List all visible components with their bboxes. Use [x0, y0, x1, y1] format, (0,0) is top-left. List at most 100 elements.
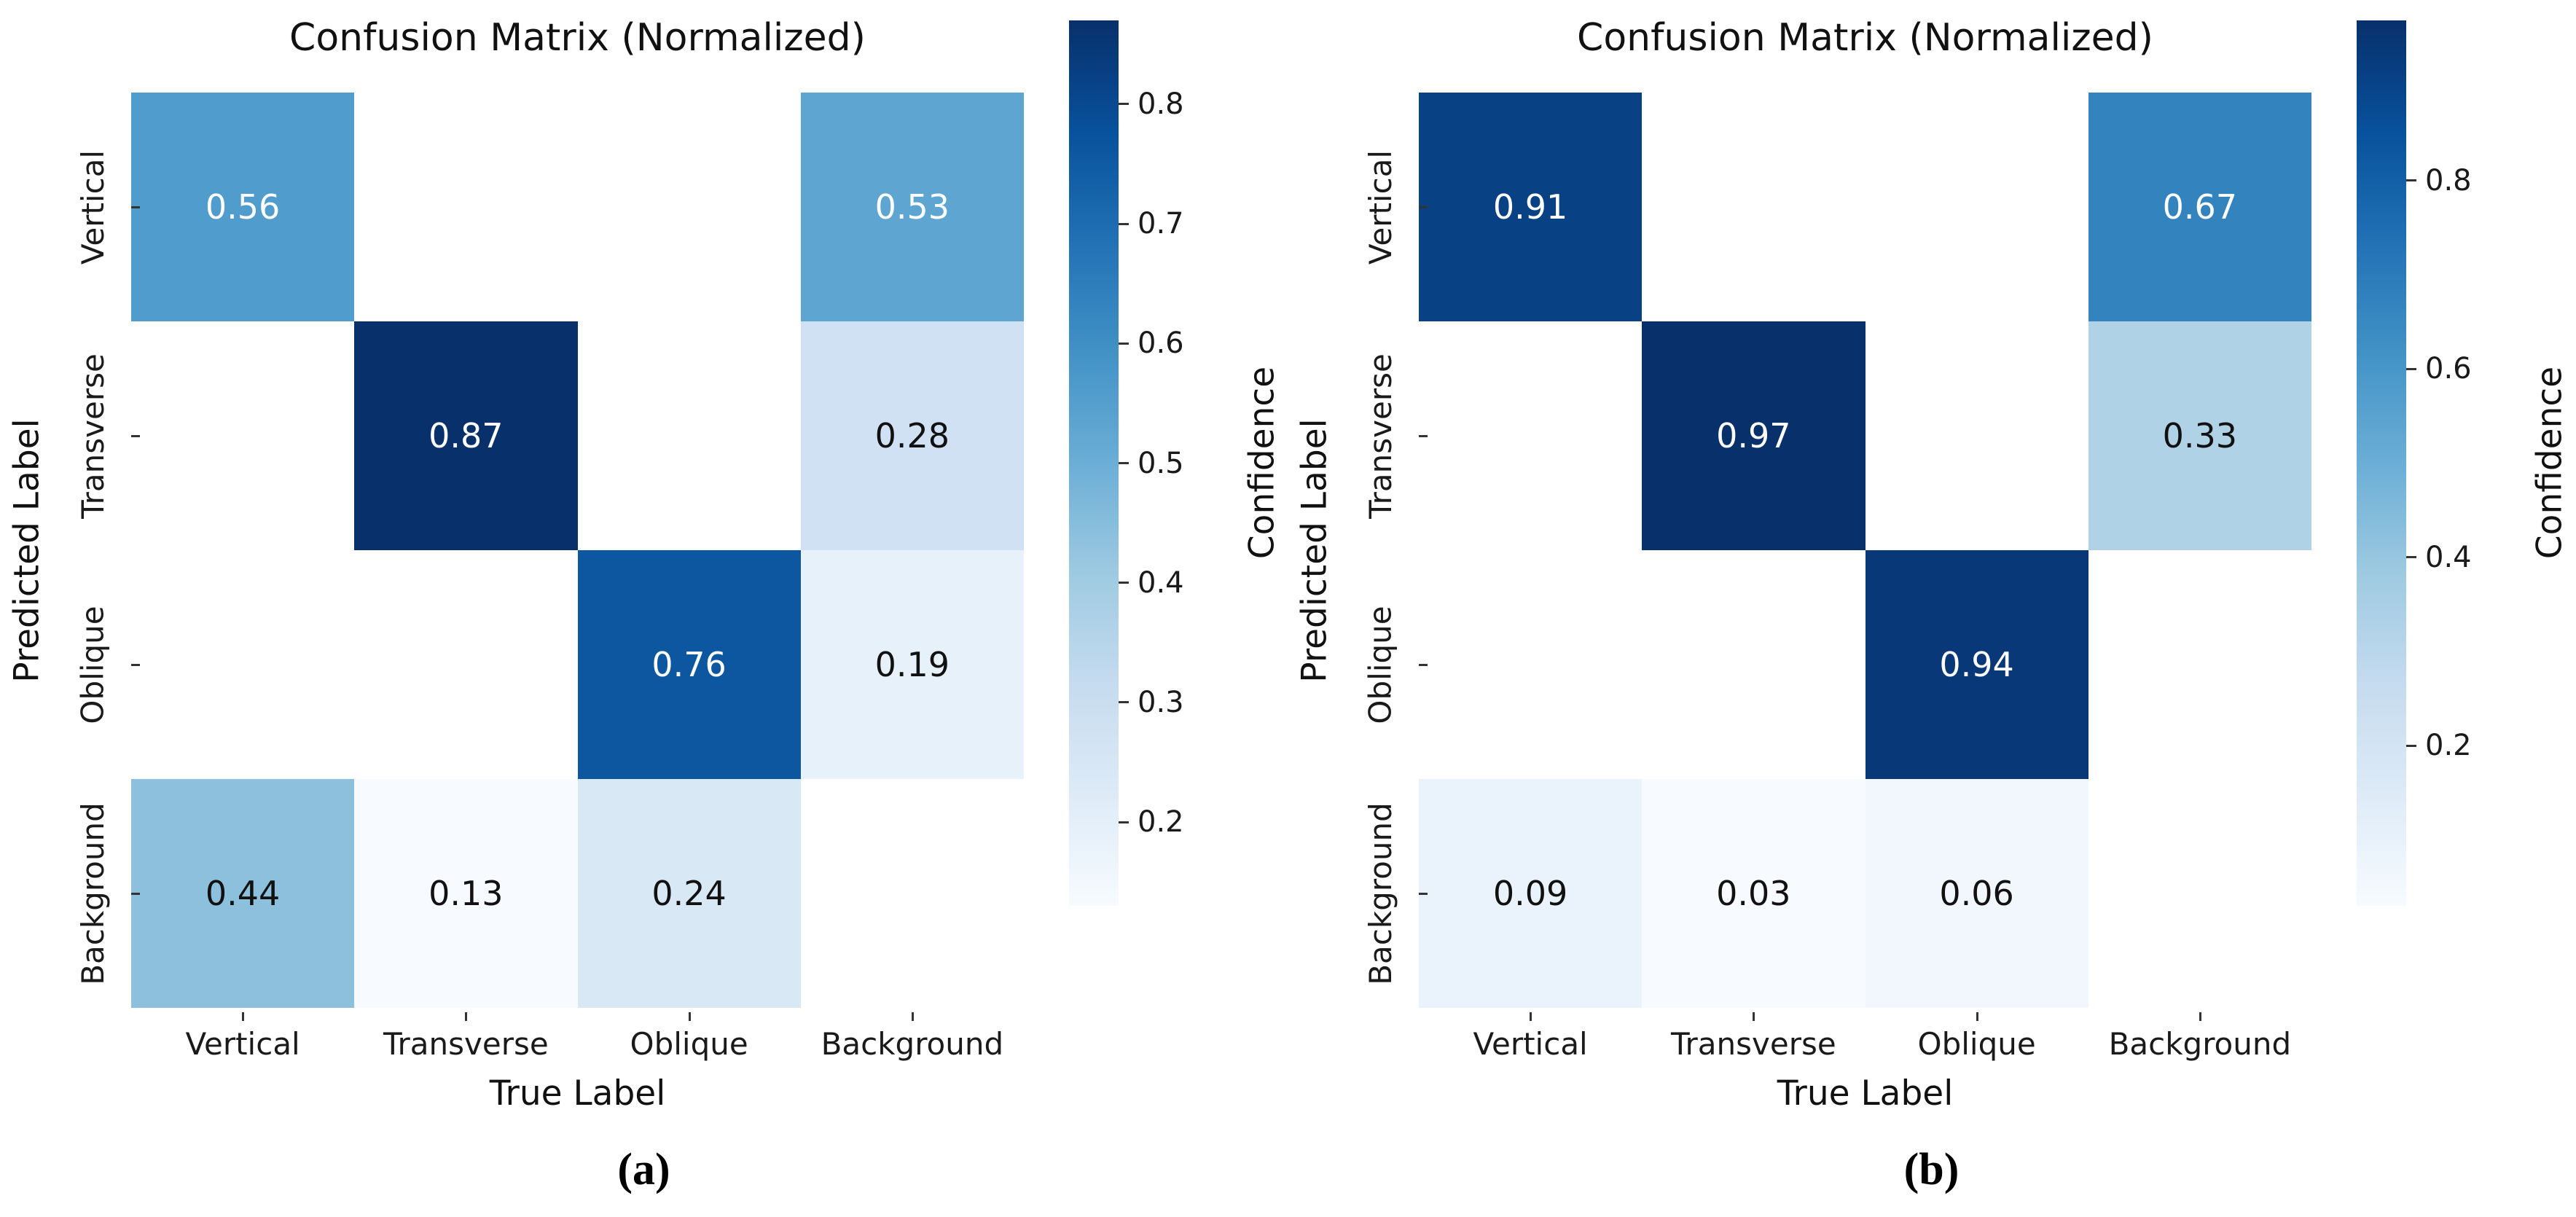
x-tick-label: Oblique	[578, 1012, 801, 1062]
colorbar-tick	[1119, 821, 1129, 823]
colorbar-tick	[2406, 179, 2416, 182]
y-tick: Transverse	[55, 321, 140, 550]
colorbar-tick-label: 0.8	[2425, 163, 2472, 197]
y-axis-label-text: Predicted Label	[7, 418, 47, 683]
y-tick-label: Oblique	[75, 605, 111, 724]
x-axis-label: True Label	[1777, 1073, 1954, 1114]
x-tick-label: Background	[2088, 1012, 2311, 1062]
colorbar-tick-label: 0.6	[2425, 352, 2472, 386]
y-tick: Vertical	[1342, 93, 1428, 321]
panel-a: Confusion Matrix (Normalized) Predicted …	[0, 0, 1288, 1194]
colorbar-tick-label: 0.2	[2425, 729, 2472, 763]
colorbar-tick	[1119, 222, 1129, 225]
heatmap-cell: 0.91	[1419, 93, 1643, 321]
heatmap-cell	[577, 93, 801, 321]
colorbar	[1069, 20, 1119, 906]
y-tick-label: Transverse	[75, 353, 111, 519]
cell-value: 0.09	[1492, 874, 1568, 913]
y-tick-labels: Vertical Transverse Oblique Background	[1342, 93, 1428, 1008]
cell-value: 0.03	[1716, 874, 1791, 913]
colorbar-tick-label: 0.5	[1138, 446, 1184, 480]
heatmap-cell: 0.06	[1865, 779, 2088, 1008]
cell-value: 0.91	[1492, 187, 1568, 227]
heatmap-cell: 0.44	[131, 779, 355, 1008]
colorbar-tick	[1119, 582, 1129, 584]
heatmap-grid: 0.91 0.67 0.97 0.33 0.94 0.09 0.03 0.06	[1419, 93, 2311, 1008]
colorbar-tick	[1119, 342, 1129, 345]
cell-value: 0.19	[874, 645, 950, 684]
y-tick-label: Transverse	[1363, 353, 1398, 519]
y-tick-label: Background	[75, 802, 111, 985]
colorbar-tick-label: 0.4	[1138, 566, 1184, 600]
colorbar-tick-label: 0.7	[1138, 207, 1184, 241]
colorbar-tick	[2406, 556, 2416, 559]
heatmap-cell: 0.94	[1865, 550, 2088, 779]
x-axis-label: True Label	[489, 1073, 666, 1114]
heatmap-grid: 0.56 0.53 0.87 0.28 0.76 0.19 0.44 0.13 0.24	[131, 93, 1024, 1008]
cell-value: 0.67	[2162, 187, 2238, 227]
y-tick-label: Vertical	[75, 149, 111, 265]
heatmap-cell	[1419, 550, 1643, 779]
heatmap-cell	[131, 321, 355, 550]
heatmap-cell	[2088, 550, 2311, 779]
heatmap-cell: 0.56	[131, 93, 355, 321]
cell-value: 0.28	[874, 416, 950, 455]
colorbar-tick-label: 0.4	[2425, 540, 2472, 574]
y-tick: Oblique	[55, 550, 140, 779]
subfigure-caption: (b)	[1903, 1145, 1960, 1194]
heatmap-cell: 0.53	[800, 93, 1024, 321]
colorbar	[2357, 20, 2406, 906]
y-tick: Vertical	[55, 93, 140, 321]
heatmap-cell	[1865, 321, 2088, 550]
cell-value: 0.33	[2162, 416, 2238, 455]
y-tick-label: Vertical	[1363, 149, 1398, 265]
y-axis-label: Predicted Label	[1288, 93, 1342, 1008]
y-axis-label: Predicted Label	[0, 93, 55, 1008]
heatmap-cell: 0.19	[800, 550, 1024, 779]
colorbar-label: Confidence	[1242, 366, 1283, 560]
colorbar-tick	[2406, 744, 2416, 747]
heatmap-cell	[2088, 779, 2311, 1008]
y-axis-label-text: Predicted Label	[1295, 418, 1335, 683]
subfigure-caption: (a)	[617, 1145, 670, 1194]
y-tick-labels: Vertical Transverse Oblique Background	[55, 93, 140, 1008]
y-tick: Transverse	[1342, 321, 1428, 550]
heatmap-cell: 0.28	[800, 321, 1024, 550]
heatmap-cell: 0.87	[354, 321, 578, 550]
heatmap-cell: 0.09	[1419, 779, 1643, 1008]
plot-title: Confusion Matrix (Normalized)	[289, 16, 866, 60]
panel-b: Confusion Matrix (Normalized) Predicted …	[1288, 0, 2575, 1217]
heatmap-cell: 0.13	[354, 779, 578, 1008]
heatmap-cell	[1642, 550, 1866, 779]
colorbar-label: Confidence	[2529, 366, 2570, 560]
x-tick-label: Transverse	[1642, 1012, 1865, 1062]
y-tick: Background	[55, 779, 140, 1008]
colorbar-tick	[1119, 103, 1129, 106]
colorbar-tick	[2406, 367, 2416, 370]
colorbar-label-col: Confidence	[1237, 0, 1288, 1008]
colorbar-tick	[1119, 462, 1129, 464]
colorbar-wrap: 0.8 0.6 0.4 0.2	[2357, 0, 2524, 1008]
heatmap-cell	[354, 550, 578, 779]
heatmap-cell	[1642, 93, 1866, 321]
cell-value: 0.94	[1939, 645, 2014, 684]
heatmap-cell: 0.03	[1642, 779, 1866, 1008]
cell-value: 0.53	[874, 187, 950, 227]
heatmap-cell: 0.97	[1642, 321, 1866, 550]
cell-value: 0.97	[1716, 416, 1791, 455]
colorbar-tick-label: 0.6	[1138, 326, 1184, 361]
colorbar-wrap: 0.8 0.7 0.6 0.5 0.4 0.3 0.2	[1069, 0, 1237, 1008]
x-tick-labels: Vertical Transverse Oblique Background	[131, 1008, 1024, 1062]
heatmap-cell	[131, 550, 355, 779]
heatmap-cell	[1419, 321, 1643, 550]
heatmap-cell: 0.33	[2088, 321, 2311, 550]
cell-value: 0.06	[1939, 874, 2014, 913]
x-tick-label: Vertical	[1419, 1012, 1642, 1062]
y-tick: Oblique	[1342, 550, 1428, 779]
plot-title: Confusion Matrix (Normalized)	[1577, 16, 2153, 60]
heatmap-cell: 0.76	[577, 550, 801, 779]
x-tick-label: Vertical	[131, 1012, 354, 1062]
colorbar-tick-label: 0.2	[1138, 805, 1184, 840]
y-tick-label: Background	[1363, 802, 1399, 985]
